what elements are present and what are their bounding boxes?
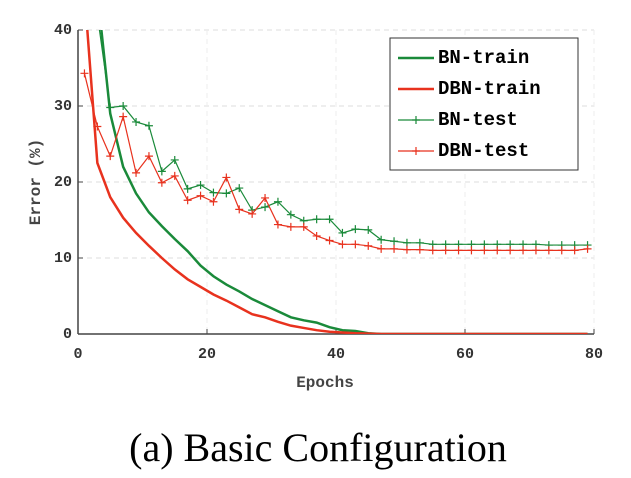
marker — [364, 225, 373, 234]
marker — [325, 215, 334, 224]
marker — [338, 240, 347, 249]
marker — [402, 238, 411, 247]
marker — [286, 210, 295, 219]
x-tick-label: 0 — [73, 346, 82, 363]
marker — [454, 246, 463, 255]
line — [83, 73, 588, 251]
x-tick-label: 20 — [198, 346, 216, 363]
x-tick-label: 60 — [456, 346, 474, 363]
marker — [235, 184, 244, 193]
marker — [480, 246, 489, 255]
marker — [132, 117, 141, 126]
legend-label: DBN-train — [438, 78, 541, 100]
y-tick-label: 40 — [54, 22, 72, 39]
line — [86, 30, 588, 334]
line — [100, 30, 588, 334]
marker — [144, 121, 153, 130]
marker — [106, 103, 115, 112]
marker — [570, 246, 579, 255]
caption: (a) Basic Configuration — [129, 425, 507, 470]
marker — [312, 215, 321, 224]
marker — [157, 167, 166, 176]
legend-box — [389, 37, 579, 171]
marker — [196, 191, 205, 200]
marker — [338, 228, 347, 237]
marker — [132, 168, 141, 177]
y-tick-label: 20 — [54, 174, 72, 191]
marker — [273, 220, 282, 229]
marker — [273, 197, 282, 206]
marker — [235, 205, 244, 214]
marker — [80, 69, 89, 78]
marker — [351, 225, 360, 234]
marker — [506, 246, 515, 255]
y-axis-label: Error (%) — [27, 139, 45, 225]
marker — [415, 245, 424, 254]
legend-label: BN-train — [438, 47, 529, 69]
marker — [183, 196, 192, 205]
marker — [170, 155, 179, 164]
y-tick-label: 0 — [63, 326, 72, 343]
marker — [119, 102, 128, 110]
marker — [261, 203, 270, 212]
marker — [325, 236, 334, 245]
marker — [377, 244, 386, 253]
marker — [261, 193, 270, 202]
marker — [441, 246, 450, 255]
marker — [170, 171, 179, 180]
legend-marker — [412, 116, 420, 124]
marker — [402, 245, 411, 254]
marker — [364, 241, 373, 250]
x-axis-label: Epochs — [296, 374, 354, 392]
y-tick-label: 30 — [54, 98, 72, 115]
x-tick-label: 40 — [327, 346, 345, 363]
marker — [106, 152, 115, 161]
marker — [428, 246, 437, 255]
marker — [93, 122, 102, 131]
marker — [157, 178, 166, 187]
legend-label: DBN-test — [438, 140, 529, 162]
marker — [209, 197, 218, 206]
plot-area — [80, 11, 592, 334]
legend-label: BN-test — [438, 109, 518, 131]
marker — [299, 222, 308, 231]
marker — [209, 188, 218, 197]
marker — [119, 112, 128, 121]
marker — [493, 246, 502, 255]
marker — [248, 209, 257, 218]
marker — [557, 246, 566, 255]
marker — [312, 231, 321, 240]
marker — [467, 246, 476, 255]
marker — [93, 11, 101, 19]
marker — [519, 246, 528, 255]
marker — [222, 173, 231, 182]
marker — [144, 152, 153, 161]
marker — [286, 222, 295, 231]
x-tick-label: 80 — [585, 346, 603, 363]
marker — [544, 246, 553, 255]
marker — [531, 246, 540, 255]
line — [98, 30, 588, 246]
marker — [390, 237, 399, 246]
marker — [390, 244, 399, 253]
marker — [377, 235, 386, 244]
marker — [415, 238, 424, 247]
marker — [351, 240, 360, 249]
marker — [183, 184, 192, 193]
y-tick-label: 10 — [54, 250, 72, 267]
marker — [196, 181, 205, 190]
marker — [583, 244, 592, 253]
marker — [222, 189, 231, 198]
legend-marker — [412, 147, 420, 155]
